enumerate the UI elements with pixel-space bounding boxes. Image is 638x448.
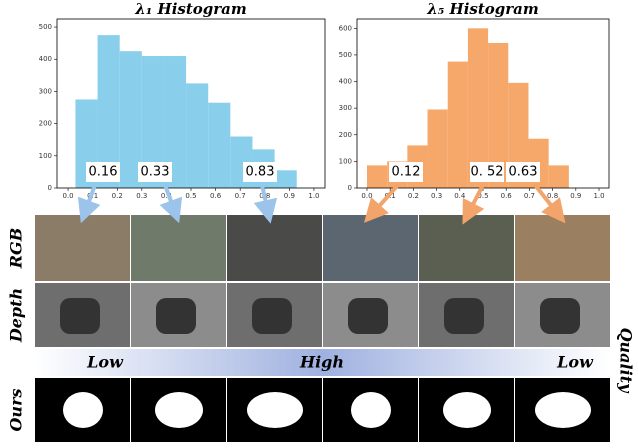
bar xyxy=(366,165,388,188)
annotation: 0.12 xyxy=(392,165,421,180)
bar xyxy=(467,28,489,189)
mask-object xyxy=(351,392,391,428)
depth-object xyxy=(60,298,100,334)
x-tick-label: 0.0 xyxy=(361,192,372,200)
annotation: 0.33 xyxy=(141,165,170,180)
bar xyxy=(488,42,509,188)
y-tick-label: 300 xyxy=(339,104,352,112)
rgb-image xyxy=(131,215,226,281)
x-tick-label: 0.2 xyxy=(408,192,419,200)
quality-level: Low xyxy=(556,353,594,372)
mask-object xyxy=(535,392,591,428)
chart-title: λ₁ Histogram xyxy=(134,0,247,18)
x-tick-label: 0.0 xyxy=(62,192,73,200)
x-tick-label: 0.2 xyxy=(112,192,123,200)
bar xyxy=(548,165,569,188)
bar xyxy=(119,51,142,188)
depth-object xyxy=(252,298,292,334)
quality-level: Low xyxy=(86,353,124,372)
x-tick-label: 0.9 xyxy=(570,192,581,200)
rgb-image xyxy=(323,215,418,281)
arrow xyxy=(533,183,566,224)
x-tick-label: 1.0 xyxy=(308,192,319,200)
x-tick-label: 1.0 xyxy=(593,192,604,200)
x-tick-label: 0.3 xyxy=(431,192,442,200)
rgb-image xyxy=(35,215,130,281)
y-tick-label: 600 xyxy=(339,24,352,32)
annotation-box xyxy=(243,162,277,182)
y-tick-label: 0 xyxy=(48,184,52,192)
y-tick-label: 400 xyxy=(339,78,352,86)
x-tick-label: 0.5 xyxy=(185,192,196,200)
annotation-box xyxy=(470,162,504,182)
y-tick-label: 100 xyxy=(339,157,352,165)
depth-object xyxy=(540,298,580,334)
annotation-box xyxy=(506,162,540,182)
mask-object xyxy=(443,392,491,428)
y-tick-label: 300 xyxy=(39,87,52,95)
quality-band xyxy=(35,349,610,376)
bar xyxy=(427,109,448,188)
mask-object xyxy=(63,392,103,428)
row-label: Ours xyxy=(7,388,26,431)
x-tick-label: 0.6 xyxy=(501,192,513,200)
x-tick-label: 0.3 xyxy=(136,192,147,200)
quality-title: Quality xyxy=(617,328,636,394)
x-tick-label: 0.7 xyxy=(524,192,535,200)
x-tick-label: 0.7 xyxy=(235,192,246,200)
arrow xyxy=(253,184,278,224)
arrow xyxy=(363,183,400,223)
depth-object xyxy=(444,298,484,334)
bar xyxy=(141,56,164,189)
y-tick-label: 100 xyxy=(39,152,52,160)
x-tick-label: 0.8 xyxy=(547,192,558,200)
depth-object xyxy=(156,298,196,334)
x-tick-label: 0.5 xyxy=(477,192,488,200)
y-tick-label: 500 xyxy=(339,51,352,59)
row-label: RGB xyxy=(7,228,26,269)
rgb-image xyxy=(227,215,322,281)
annotation-box xyxy=(138,162,172,182)
rgb-image xyxy=(419,215,514,281)
annotation: 0.63 xyxy=(509,165,538,180)
bar xyxy=(186,83,209,188)
annotation: 0.83 xyxy=(246,165,275,180)
bar xyxy=(447,61,468,189)
rgb-image xyxy=(515,215,610,281)
y-tick-label: 0 xyxy=(348,184,352,192)
arrow xyxy=(159,184,183,224)
x-tick-label: 0.4 xyxy=(161,192,173,200)
annotation: 0.16 xyxy=(89,165,118,180)
y-tick-label: 200 xyxy=(39,120,52,128)
bar xyxy=(208,102,231,188)
annotation: 0. 52 xyxy=(470,165,503,180)
depth-object xyxy=(348,298,388,334)
mask-object xyxy=(155,392,203,428)
y-tick-label: 500 xyxy=(39,23,52,31)
annotation-box xyxy=(389,162,423,182)
x-tick-label: 0.4 xyxy=(454,192,466,200)
chart-title: λ₅ Histogram xyxy=(426,0,539,18)
arrow xyxy=(462,184,485,225)
bar xyxy=(97,35,120,188)
bar xyxy=(508,82,529,188)
y-tick-label: 200 xyxy=(339,131,352,139)
x-tick-label: 0.9 xyxy=(284,192,295,200)
y-tick-label: 400 xyxy=(39,55,52,63)
bar xyxy=(163,56,187,189)
x-tick-label: 0.6 xyxy=(210,192,222,200)
image-grid xyxy=(35,215,610,442)
annotation-box xyxy=(86,162,120,182)
mask-object xyxy=(247,392,303,428)
arrow xyxy=(77,184,101,224)
bar xyxy=(274,170,297,188)
quality-level: High xyxy=(299,353,344,372)
row-label: Depth xyxy=(7,288,26,343)
